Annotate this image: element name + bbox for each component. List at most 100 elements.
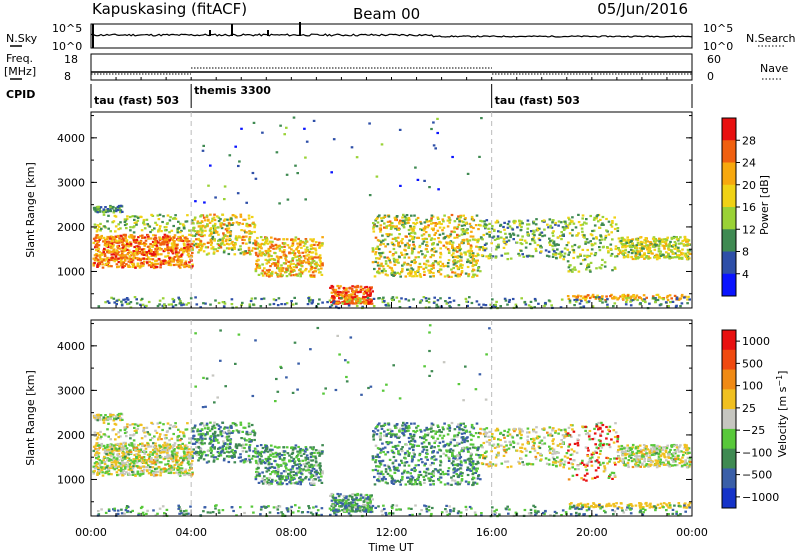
data-mark — [98, 470, 101, 472]
data-mark — [631, 256, 634, 258]
data-mark — [553, 243, 556, 245]
data-mark — [534, 298, 537, 300]
data-mark — [231, 449, 234, 451]
data-mark — [200, 214, 203, 216]
data-mark — [293, 254, 296, 256]
data-mark — [169, 216, 172, 218]
data-mark — [385, 263, 388, 265]
data-mark — [142, 265, 145, 267]
data-mark — [457, 215, 460, 217]
data-mark — [624, 246, 627, 248]
data-mark — [412, 298, 415, 300]
data-mark — [317, 303, 320, 305]
data-mark — [150, 214, 153, 216]
data-mark — [175, 472, 178, 474]
data-mark — [194, 200, 197, 202]
data-mark — [173, 217, 176, 219]
data-mark — [120, 470, 123, 472]
data-mark — [406, 264, 409, 266]
data-mark — [156, 455, 159, 457]
data-mark — [96, 474, 99, 476]
data-mark — [503, 247, 506, 249]
data-mark — [436, 118, 439, 120]
data-mark — [287, 244, 290, 246]
data-mark — [437, 299, 440, 301]
data-mark — [116, 300, 119, 302]
data-mark — [167, 460, 170, 462]
data-mark — [96, 230, 99, 232]
data-mark — [134, 296, 137, 298]
data-mark — [107, 260, 110, 262]
data-mark — [221, 242, 224, 244]
data-mark — [192, 235, 195, 237]
data-mark — [96, 454, 99, 456]
data-mark — [196, 439, 199, 441]
data-mark — [420, 250, 423, 252]
data-mark — [104, 255, 107, 257]
data-mark — [143, 450, 146, 452]
data-mark — [669, 241, 672, 243]
data-mark — [686, 241, 689, 243]
data-mark — [460, 252, 463, 254]
data-mark — [139, 265, 142, 267]
data-mark — [212, 225, 215, 227]
data-mark — [561, 299, 564, 301]
data-mark — [184, 263, 187, 265]
data-mark — [129, 229, 132, 231]
data-mark — [595, 296, 598, 298]
data-mark — [450, 233, 453, 235]
data-mark — [560, 254, 563, 256]
data-mark — [202, 145, 205, 147]
data-mark — [579, 303, 582, 305]
data-mark — [111, 465, 114, 467]
data-mark — [359, 300, 362, 302]
data-mark — [108, 460, 111, 462]
data-mark — [219, 218, 222, 220]
data-mark — [193, 219, 196, 221]
data-mark — [197, 238, 200, 240]
data-mark — [124, 248, 127, 250]
data-mark — [232, 430, 235, 432]
data-mark — [99, 256, 102, 258]
data-mark — [150, 445, 153, 447]
data-mark — [521, 243, 524, 245]
data-mark — [403, 256, 406, 258]
data-mark — [446, 303, 449, 305]
data-mark — [99, 223, 102, 225]
data-mark — [477, 254, 480, 256]
data-mark — [412, 241, 415, 243]
data-mark — [267, 243, 270, 245]
data-mark — [222, 232, 225, 234]
data-mark — [192, 430, 195, 432]
data-mark — [289, 267, 292, 269]
data-mark — [103, 456, 106, 458]
data-mark — [151, 253, 154, 255]
data-mark — [508, 301, 511, 303]
data-mark — [414, 233, 417, 235]
data-mark — [440, 241, 443, 243]
data-mark — [177, 221, 180, 223]
data-mark — [120, 465, 123, 467]
data-mark — [162, 215, 165, 217]
data-mark — [546, 255, 549, 257]
data-mark — [163, 451, 166, 453]
data-mark — [96, 246, 99, 248]
data-mark — [445, 246, 448, 248]
data-mark — [503, 222, 506, 224]
data-mark — [158, 258, 161, 260]
data-mark — [155, 471, 158, 473]
data-mark — [314, 267, 317, 269]
data-mark — [475, 239, 478, 241]
data-mark — [432, 262, 435, 264]
data-mark — [317, 268, 320, 270]
data-mark — [399, 276, 402, 278]
data-mark — [407, 273, 410, 275]
data-mark — [204, 219, 207, 221]
data-mark — [268, 261, 271, 263]
data-mark — [104, 206, 107, 208]
data-mark — [397, 242, 400, 244]
data-mark — [283, 262, 286, 264]
data-mark — [156, 468, 159, 470]
data-mark — [656, 258, 659, 260]
data-mark — [283, 242, 286, 244]
